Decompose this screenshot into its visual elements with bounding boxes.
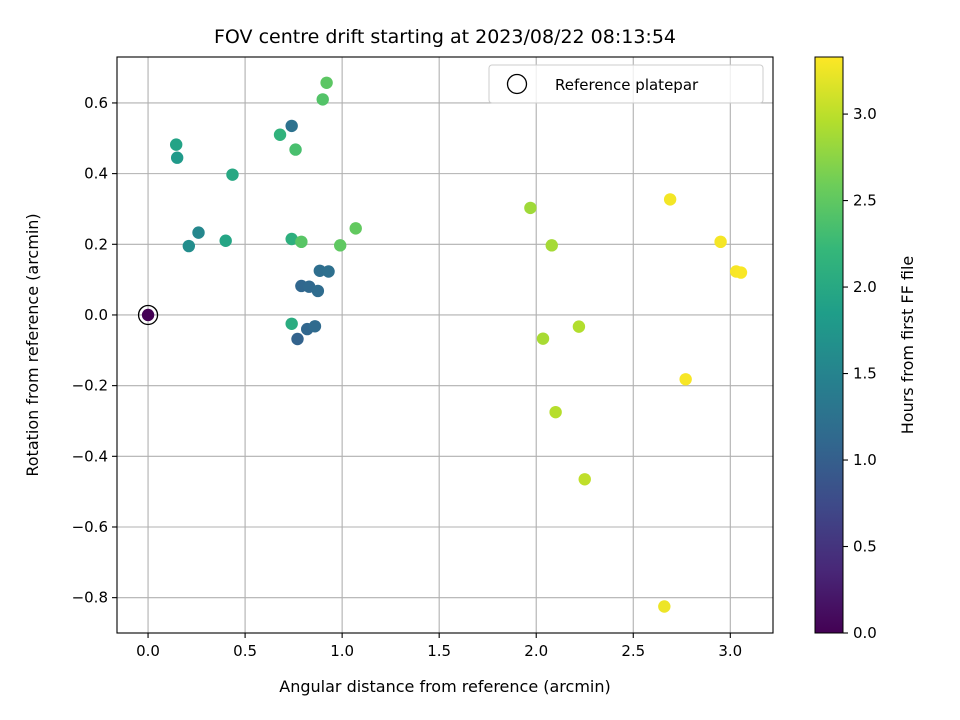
colorbar-label: Hours from first FF file — [898, 256, 917, 435]
y-tick-label: −0.6 — [72, 518, 108, 536]
data-point — [311, 284, 325, 298]
data-point — [182, 239, 196, 253]
data-point — [273, 128, 287, 141]
grid — [117, 57, 773, 633]
data-point — [219, 234, 232, 247]
y-tick-label: 0.6 — [84, 94, 108, 112]
data-point — [308, 320, 322, 333]
data-point — [285, 232, 298, 246]
y-tick-label: −0.8 — [72, 589, 108, 607]
data-point — [734, 266, 748, 279]
data-point — [714, 235, 727, 249]
colorbar-tick-label: 0.0 — [853, 624, 877, 642]
x-tick-label: 1.5 — [427, 642, 451, 660]
data-point — [549, 405, 562, 419]
y-tick-label: −0.2 — [72, 377, 108, 395]
colorbar-tick-label: 2.0 — [853, 278, 877, 296]
data-point — [141, 308, 155, 322]
data-point — [524, 201, 537, 215]
data-point — [285, 119, 298, 133]
plot-area — [116, 56, 774, 634]
data-point — [333, 239, 347, 252]
x-axis-ticks: 0.0 0.5 1.0 1.5 2.0 2.5 3.0 — [136, 633, 742, 660]
data-point — [663, 193, 677, 206]
colorbar-tick-label: 3.0 — [853, 105, 877, 123]
data-point — [349, 222, 362, 235]
data-point — [192, 226, 205, 239]
colorbar-gradient — [814, 56, 844, 634]
y-tick-label: −0.4 — [72, 447, 108, 465]
y-tick-label: 0.4 — [84, 165, 108, 183]
x-tick-label: 2.5 — [621, 642, 645, 660]
data-point — [170, 151, 184, 164]
colorbar-tick-label: 1.0 — [853, 451, 877, 469]
data-point — [285, 317, 298, 330]
reference-marker-group — [137, 304, 159, 326]
x-tick-label: 2.0 — [524, 642, 548, 660]
y-tick-label: 0.2 — [84, 235, 108, 253]
data-point — [289, 143, 302, 156]
legend-entry-reference: Reference platepar — [555, 76, 699, 94]
data-point — [658, 600, 671, 613]
data-point — [322, 265, 335, 278]
data-point — [572, 320, 586, 333]
y-axis-ticks: −0.8 −0.6 −0.4 −0.2 0.0 0.2 0.4 0.6 — [72, 94, 117, 607]
data-point — [536, 332, 550, 345]
x-axis-label: Angular distance from reference (arcmin) — [279, 677, 610, 696]
data-point — [295, 235, 308, 249]
colorbar: 0.0 0.5 1.0 1.5 2.0 2.5 3.0 Hours from first F… — [814, 56, 917, 642]
reference-marker — [137, 304, 159, 326]
data-point — [291, 332, 304, 346]
y-tick-label: 0.0 — [84, 306, 108, 324]
colorbar-tick-label: 1.5 — [853, 365, 877, 383]
colorbar-tick-label: 0.5 — [853, 538, 877, 556]
data-point — [226, 168, 239, 181]
x-tick-label: 0.5 — [233, 642, 257, 660]
data-point — [320, 76, 333, 89]
colorbar-tick-label: 2.5 — [853, 192, 877, 210]
chart-title: FOV centre drift starting at 2023/08/22 … — [214, 26, 676, 48]
data-point — [578, 473, 591, 486]
legend: Reference platepar — [488, 64, 764, 104]
y-axis-label: Rotation from reference (arcmin) — [23, 213, 42, 476]
data-point — [316, 93, 329, 106]
data-point — [545, 239, 558, 252]
x-tick-label: 0.0 — [136, 642, 160, 660]
data-point — [679, 373, 692, 386]
legend-reference-marker — [506, 73, 528, 95]
legend-box — [488, 64, 764, 104]
plot-frame — [116, 56, 774, 634]
data-point — [169, 138, 183, 151]
data-points — [141, 76, 748, 613]
x-tick-label: 1.0 — [330, 642, 354, 660]
colorbar-ticks: 0.0 0.5 1.0 1.5 2.0 2.5 3.0 — [843, 105, 877, 642]
x-tick-label: 3.0 — [718, 642, 742, 660]
plot-frame-bg — [117, 57, 773, 633]
